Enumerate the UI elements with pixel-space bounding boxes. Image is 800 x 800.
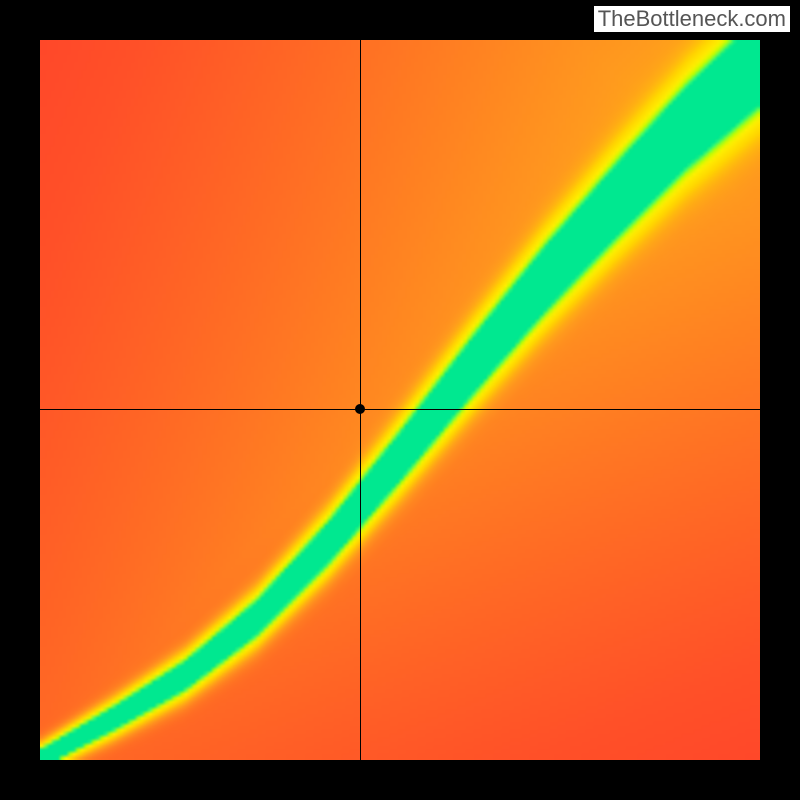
site-watermark: TheBottleneck.com [594,6,790,32]
selection-marker [355,404,365,414]
crosshair-vertical [360,40,361,760]
crosshair-horizontal [40,409,760,410]
bottleneck-heatmap [40,40,760,760]
plot-area [40,40,760,760]
chart-frame: TheBottleneck.com [0,0,800,800]
